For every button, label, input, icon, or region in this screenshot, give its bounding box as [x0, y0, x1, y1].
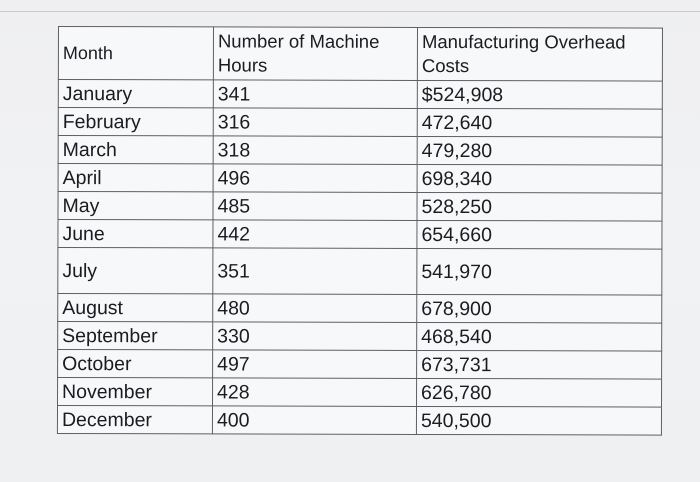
month-cell: April — [58, 163, 214, 192]
machine-hours-cell: 316 — [213, 107, 418, 137]
page-divider-line — [0, 11, 700, 12]
table-row: December 400 540,500 — [57, 405, 662, 436]
overhead-cost-cell: 654,660 — [416, 220, 662, 250]
table-row: September 330 468,540 — [57, 321, 662, 352]
overhead-cost-cell: 472,640 — [417, 108, 663, 138]
month-cell: July — [57, 247, 213, 294]
machine-hours-cell: 318 — [213, 135, 418, 165]
month-cell: August — [57, 293, 213, 322]
overhead-cost-cell: $524,908 — [417, 80, 663, 110]
column-header-overhead-costs: Manufacturing Overhead Costs — [417, 27, 663, 82]
table-row: November 428 626,780 — [57, 377, 662, 408]
column-header-machine-hours: Number of Machine Hours — [213, 26, 418, 81]
machine-hours-cell: 480 — [212, 293, 417, 323]
table-row: May 485 528,250 — [57, 191, 663, 222]
machine-hours-cell: 496 — [213, 163, 418, 193]
column-header-month: Month — [58, 26, 214, 80]
overhead-cost-cell: 528,250 — [416, 192, 663, 222]
overhead-cost-cell: 678,900 — [416, 294, 662, 324]
machine-hours-cell: 330 — [212, 321, 417, 351]
month-cell: September — [57, 321, 213, 350]
overhead-cost-cell: 468,540 — [416, 322, 662, 352]
document-sheet: Month Number of Machine Hours Manufactur… — [56, 26, 668, 456]
month-cell: March — [58, 135, 214, 164]
machine-hours-cell: 485 — [212, 191, 418, 221]
table-header-row: Month Number of Machine Hours Manufactur… — [58, 26, 663, 82]
table-row: January 341 $524,908 — [58, 79, 663, 110]
overhead-cost-cell: 479,280 — [417, 136, 663, 166]
month-cell: November — [57, 377, 213, 406]
table-row: July 351 541,970 — [57, 247, 662, 296]
table-row: April 496 698,340 — [58, 163, 663, 194]
machine-hours-overhead-table: Month Number of Machine Hours Manufactur… — [56, 26, 663, 436]
month-cell: December — [57, 405, 213, 434]
overhead-cost-cell: 673,731 — [416, 350, 662, 380]
table-row: October 497 673,731 — [57, 349, 662, 380]
machine-hours-cell: 341 — [213, 79, 418, 109]
month-cell: February — [58, 107, 214, 136]
machine-hours-cell: 497 — [212, 349, 417, 379]
table-row: March 318 479,280 — [58, 135, 663, 166]
machine-hours-cell: 428 — [212, 377, 417, 407]
overhead-cost-cell: 698,340 — [417, 164, 663, 194]
table-row: February 316 472,640 — [58, 107, 663, 138]
machine-hours-cell: 442 — [212, 219, 417, 249]
machine-hours-cell: 400 — [212, 405, 417, 435]
machine-hours-cell: 351 — [212, 247, 417, 295]
month-cell: October — [57, 349, 213, 378]
table-row: August 480 678,900 — [57, 293, 662, 324]
overhead-cost-cell: 541,970 — [416, 248, 662, 296]
table-row: June 442 654,660 — [57, 219, 662, 250]
month-cell: June — [57, 219, 213, 248]
overhead-cost-cell: 626,780 — [416, 378, 662, 408]
overhead-cost-cell: 540,500 — [416, 406, 662, 436]
month-cell: May — [57, 191, 214, 220]
month-cell: January — [58, 79, 214, 108]
